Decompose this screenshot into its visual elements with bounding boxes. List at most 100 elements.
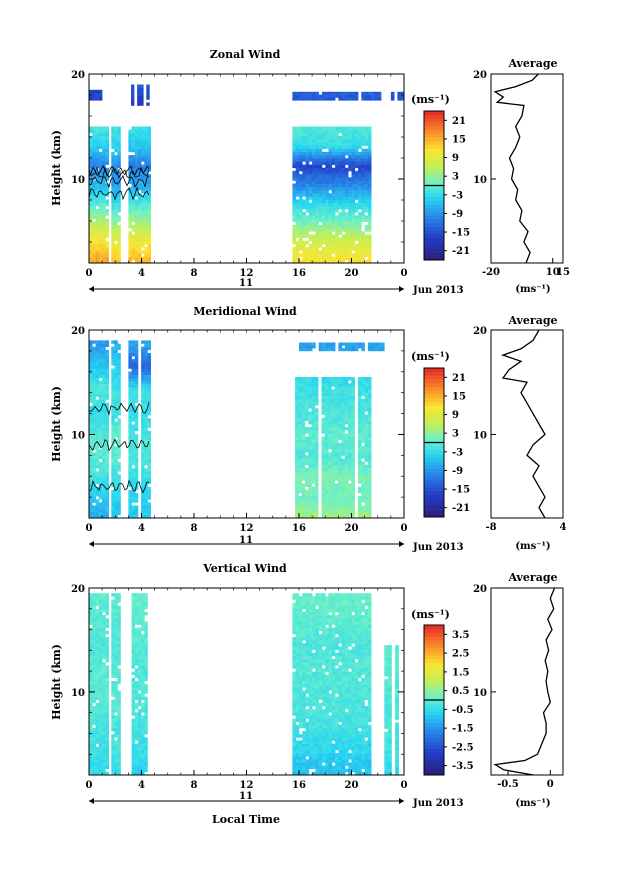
heatmap-cell — [105, 452, 109, 456]
heatmap-cell — [134, 218, 139, 223]
heatmap-cell — [114, 621, 118, 625]
heatmap-cell — [331, 155, 336, 159]
heatmap-cell — [95, 511, 100, 516]
heatmap-cell — [397, 94, 401, 98]
heatmap-cell — [102, 624, 106, 628]
heatmap-cell — [134, 418, 139, 422]
heatmap-cell — [131, 129, 136, 134]
heatmap-cell — [117, 652, 121, 657]
heatmap-cell — [312, 167, 316, 172]
heatmap-cell — [295, 439, 299, 444]
heatmap-cell — [141, 183, 145, 188]
heatmap-cell — [128, 352, 132, 357]
heatmap-cell — [299, 655, 303, 660]
heatmap-cell — [89, 662, 93, 666]
heatmap-cell — [367, 464, 372, 469]
average-frame — [490, 73, 564, 264]
y-tick-label: 10 — [71, 175, 85, 186]
heatmap-cell — [102, 696, 106, 700]
heatmap-cell — [114, 139, 118, 143]
heatmap-cell — [364, 237, 369, 242]
heatmap-cell — [308, 486, 312, 491]
heatmap-cell — [89, 167, 93, 172]
heatmap-cell — [134, 228, 139, 232]
heatmap-cell — [341, 240, 346, 245]
heatmap-cell — [144, 655, 148, 660]
heatmap-cell — [295, 259, 300, 264]
heatmap-cell — [98, 746, 103, 751]
heatmap-cell — [137, 627, 142, 632]
heatmap-cell — [351, 348, 356, 352]
heatmap-cell — [374, 97, 379, 101]
heatmap-cell — [354, 164, 359, 169]
heatmap-cell — [367, 240, 372, 245]
heatmap-cell — [305, 392, 309, 397]
heatmap-cell — [324, 405, 329, 409]
heatmap-cell — [141, 180, 145, 184]
heatmap-cell — [312, 247, 316, 251]
heatmap-cell — [321, 427, 326, 431]
heatmap-cell — [111, 158, 115, 162]
heatmap-cell — [328, 439, 332, 444]
heatmap-cell — [301, 433, 306, 437]
heatmap-cell — [144, 671, 148, 675]
heatmap-cell — [134, 399, 139, 403]
heatmap-cell — [111, 480, 115, 484]
heatmap-cell — [348, 445, 352, 450]
heatmap-cell — [331, 97, 336, 101]
heatmap-cell — [105, 511, 109, 516]
heatmap-cell — [328, 389, 332, 393]
heatmap-cell — [341, 461, 345, 465]
heatmap-cell — [98, 380, 103, 385]
heatmap-cell — [105, 502, 109, 506]
heatmap-cell — [324, 492, 329, 497]
heatmap-cell — [338, 151, 342, 156]
heatmap-cell — [341, 94, 346, 98]
heatmap-cell — [308, 209, 313, 213]
heatmap-cell — [144, 247, 148, 251]
heatmap-cell — [318, 132, 323, 137]
heatmap-cell — [134, 202, 139, 207]
heatmap-cell — [364, 193, 369, 197]
heatmap-cell — [367, 408, 372, 412]
heatmap-cell — [131, 724, 136, 729]
heatmap-cell — [344, 398, 349, 403]
heatmap-cell — [305, 455, 309, 459]
heatmap-cell — [322, 202, 326, 207]
heatmap-cell — [364, 496, 369, 500]
heatmap-cell — [348, 136, 352, 140]
heatmap-cell — [311, 383, 316, 387]
heatmap-cell — [322, 205, 326, 210]
heatmap-cell — [114, 356, 118, 360]
heatmap-cell — [141, 740, 145, 744]
colorbar-segment — [424, 479, 444, 484]
heatmap-cell — [311, 464, 316, 469]
heatmap-cell — [305, 602, 310, 606]
heatmap-cell — [89, 228, 93, 232]
heatmap-cell — [141, 684, 145, 688]
heatmap-cell — [147, 480, 151, 484]
heatmap-cell — [302, 256, 306, 261]
heatmap-cell — [147, 183, 151, 188]
heatmap-cell — [302, 97, 306, 101]
heatmap-cell — [131, 380, 136, 385]
heatmap-cell — [95, 465, 100, 469]
heatmap-cell — [314, 480, 319, 484]
heatmap-cell — [331, 402, 336, 406]
heatmap-cell — [344, 348, 349, 352]
heatmap-cell — [95, 234, 100, 238]
heatmap-cell — [141, 737, 145, 741]
panel2-cbar-unit: (ms⁻¹) — [411, 350, 450, 363]
heatmap-cell — [351, 342, 356, 346]
heatmap-cell — [328, 458, 332, 462]
heatmap-cell — [134, 599, 139, 603]
heatmap-cell — [324, 436, 329, 440]
heatmap-cell — [318, 193, 323, 197]
heatmap-cell — [137, 167, 142, 172]
heatmap-cell — [141, 718, 145, 722]
heatmap-cell — [354, 183, 359, 188]
heatmap-cell — [341, 91, 346, 95]
heatmap-cell — [134, 158, 139, 162]
heatmap-cell — [92, 753, 96, 757]
heatmap-cell — [341, 139, 346, 143]
